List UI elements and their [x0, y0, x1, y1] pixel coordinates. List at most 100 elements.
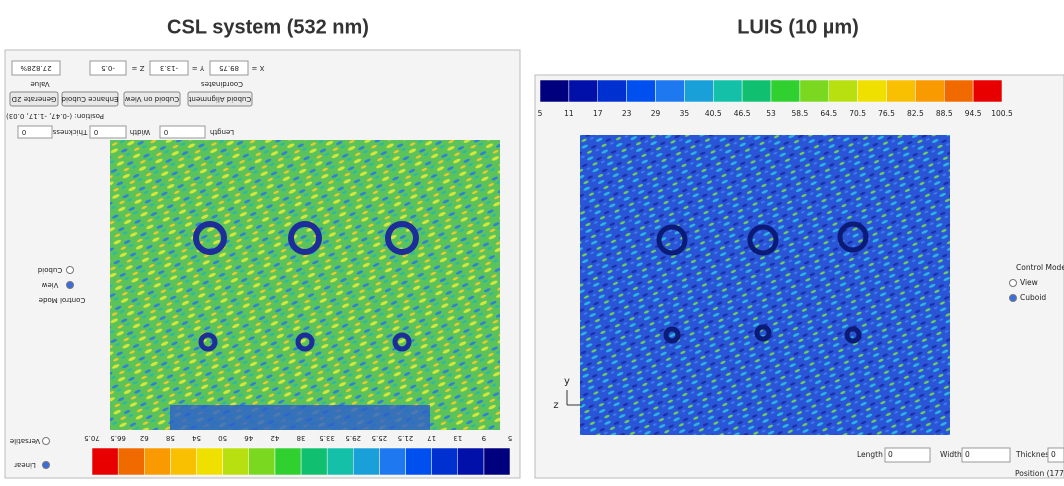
- colorbar-label: 38: [297, 434, 306, 442]
- input-box[interactable]: [1047, 447, 1064, 463]
- radio[interactable]: [66, 266, 74, 274]
- colorbar-cell: [972, 79, 1003, 103]
- button-label: Enhance Cuboid: [62, 95, 119, 103]
- input-box[interactable]: [961, 447, 1011, 463]
- scan-hole: [844, 326, 862, 344]
- radio[interactable]: [1009, 294, 1017, 302]
- colorbar-label: 40.5: [705, 109, 722, 118]
- colorbar-label: 70.5: [849, 109, 866, 118]
- colorbar-label: 82.5: [907, 109, 924, 118]
- scan-hole: [656, 224, 688, 256]
- colorbar-label: 54: [192, 434, 201, 442]
- radio[interactable]: [1009, 279, 1017, 287]
- width-field: 0: [965, 450, 970, 459]
- axis-label: y: [564, 376, 570, 387]
- colorbar-cell: [170, 447, 197, 476]
- colorbar-label: 94.5: [965, 109, 982, 118]
- radio[interactable]: [42, 461, 50, 469]
- colorbar-cell: [770, 79, 801, 103]
- colorbar-label: 46.5: [734, 109, 751, 118]
- colorbar-cell: [944, 79, 974, 103]
- button-label: Cuboid on View: [125, 95, 179, 103]
- colorbar-label: 17: [593, 109, 603, 118]
- button[interactable]: [123, 91, 181, 107]
- label: Value: [30, 80, 49, 88]
- label: Width: [130, 128, 150, 136]
- colorbar-label: 58.5: [792, 109, 809, 118]
- colorbar-cell: [539, 79, 570, 103]
- colorbar-label: 35: [680, 109, 690, 118]
- colorbar-cell: [457, 447, 485, 476]
- radio[interactable]: [42, 437, 50, 445]
- colorbar-label: 62: [140, 434, 149, 442]
- input-box[interactable]: [149, 60, 189, 76]
- colorbar-cell: [196, 447, 223, 476]
- colorbar-label: 64.5: [820, 109, 837, 118]
- colorbar-label: 9: [482, 434, 486, 442]
- label: Length: [210, 128, 234, 136]
- colorbar-cell: [274, 447, 302, 476]
- colorbar-cell: [222, 447, 249, 476]
- colorbar-cell: [483, 447, 511, 476]
- colorbar-label: 25.5: [372, 434, 388, 442]
- colorbar-label: 66.5: [110, 434, 126, 442]
- colorbar-label: 29.5: [345, 434, 361, 442]
- button[interactable]: [61, 91, 119, 107]
- option-label: Cuboid: [1020, 293, 1046, 302]
- scan-hole: [392, 332, 412, 352]
- colorbar-label: 58: [166, 434, 175, 442]
- title: LUIS (10 µm): [737, 16, 859, 38]
- colorbar-cell: [431, 447, 458, 476]
- colorbar-cell: [379, 447, 406, 476]
- title: CSL system (532 nm): [167, 16, 369, 38]
- scan-hole: [288, 221, 322, 255]
- x-field: 89.75: [219, 64, 239, 72]
- option-label: View: [41, 281, 58, 289]
- colorbar-label: 29: [651, 109, 661, 118]
- input-box[interactable]: [11, 60, 61, 76]
- input-box[interactable]: [89, 60, 127, 76]
- colorbar-cell: [799, 79, 829, 103]
- button[interactable]: [9, 91, 59, 107]
- axis-label: z: [553, 400, 558, 411]
- colorbar-label: 70.5: [84, 434, 100, 442]
- colorbar-label: 42: [270, 434, 279, 442]
- colorbar-label: 17: [427, 434, 436, 442]
- colorbar-cell: [828, 79, 858, 103]
- colorbar-cell: [655, 79, 685, 103]
- label: Coordinates: [201, 80, 243, 88]
- left-scan-strip: [170, 405, 430, 430]
- colorbar-label: 50: [218, 434, 227, 442]
- colorbar-cell: [857, 79, 887, 103]
- scan-hole: [385, 221, 419, 255]
- colorbar-cell: [713, 79, 743, 103]
- scan-hole: [754, 324, 772, 342]
- colorbar-cell: [248, 447, 276, 476]
- z-label: Z =: [131, 64, 144, 72]
- width-field: 0: [94, 128, 98, 136]
- thickness-field: 0: [1051, 450, 1056, 459]
- label: Thickness: [52, 128, 88, 136]
- x-label: X =: [251, 64, 264, 72]
- colorbar-cell: [626, 79, 656, 103]
- button[interactable]: [187, 91, 253, 107]
- colorbar-label: 23: [622, 109, 632, 118]
- label: Length: [857, 450, 883, 459]
- colorbar-cell: [405, 447, 432, 476]
- scan-hole: [747, 224, 779, 256]
- input-box[interactable]: [89, 125, 127, 139]
- colorbar-label: 88.5: [936, 109, 953, 118]
- scan-hole: [837, 221, 869, 253]
- input-box[interactable]: [209, 60, 249, 76]
- colorbar-cell: [326, 447, 354, 476]
- colorbar-label: 76.5: [878, 109, 895, 118]
- length-field: 0: [888, 450, 893, 459]
- button-label: Cuboid Alignment: [188, 95, 251, 103]
- radio[interactable]: [66, 281, 74, 289]
- input-box[interactable]: [17, 125, 53, 139]
- colorbar-label: 11: [564, 109, 574, 118]
- input-box[interactable]: [159, 125, 206, 139]
- colorbar-cell: [915, 79, 945, 103]
- input-box[interactable]: [884, 447, 931, 463]
- option-label: Cuboid: [38, 266, 62, 274]
